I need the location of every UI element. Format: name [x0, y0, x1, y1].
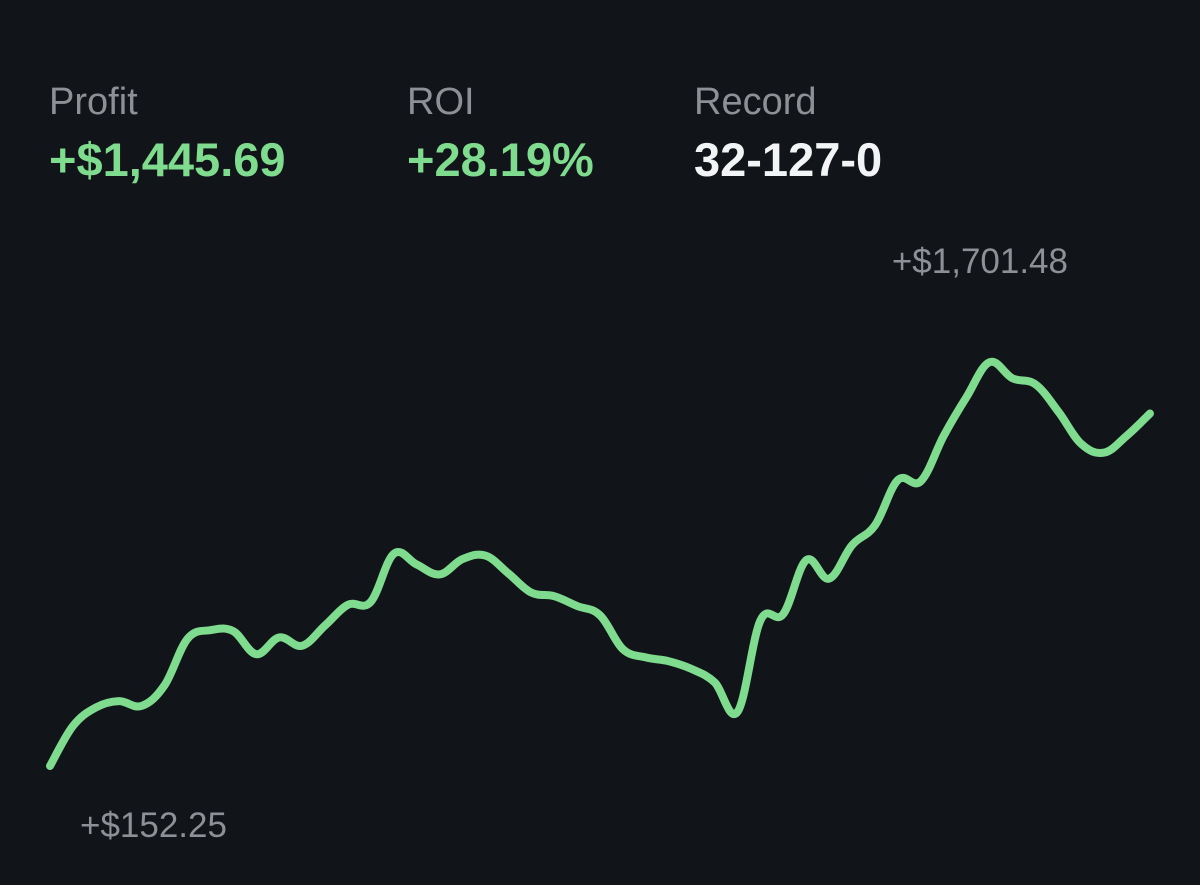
- data-point-23: [573, 602, 581, 610]
- profit-line: [46, 357, 1154, 770]
- data-point-4: [138, 702, 146, 710]
- data-point-32: [779, 610, 787, 618]
- data-point-16: [413, 561, 421, 569]
- roi-stat: ROI +28.19%: [407, 80, 594, 186]
- data-point-22: [550, 592, 558, 600]
- data-point-11: [298, 642, 306, 650]
- data-point-20: [504, 569, 512, 577]
- data-point-24: [596, 611, 604, 619]
- data-point-45: [1077, 440, 1085, 448]
- data-point-44: [1054, 408, 1062, 416]
- data-point-43: [1031, 380, 1039, 388]
- data-points: [46, 358, 1154, 770]
- data-point-40: [963, 393, 971, 401]
- data-point-13: [344, 601, 352, 609]
- data-point-12: [321, 622, 329, 630]
- data-point-3: [115, 697, 123, 705]
- data-point-27: [665, 657, 673, 665]
- data-point-9: [252, 650, 260, 658]
- record-label: Record: [694, 81, 817, 123]
- data-point-8: [229, 627, 237, 635]
- data-point-34: [825, 575, 833, 583]
- data-point-28: [688, 665, 696, 673]
- data-point-21: [527, 589, 535, 597]
- data-point-36: [871, 521, 879, 529]
- data-point-26: [642, 653, 650, 661]
- data-point-19: [481, 552, 489, 560]
- data-point-1: [69, 722, 77, 730]
- data-point-41: [986, 358, 994, 366]
- data-point-42: [1009, 374, 1017, 382]
- data-point-48: [1146, 410, 1154, 418]
- data-point-7: [206, 626, 214, 634]
- data-point-31: [756, 617, 764, 625]
- roi-value: +28.19%: [407, 133, 594, 186]
- record-value: 32-127-0: [694, 133, 883, 186]
- data-point-2: [92, 704, 100, 712]
- data-point-18: [459, 555, 467, 563]
- min-value-label: +$152.25: [80, 806, 227, 845]
- profit-label: Profit: [49, 81, 138, 123]
- data-point-46: [1100, 449, 1108, 457]
- profit-value: +$1,445.69: [49, 133, 286, 186]
- data-point-30: [734, 708, 742, 716]
- data-point-39: [940, 432, 948, 440]
- data-point-33: [802, 556, 810, 564]
- data-point-15: [390, 550, 398, 558]
- roi-label: ROI: [407, 81, 475, 123]
- data-point-17: [436, 570, 444, 578]
- data-point-29: [711, 678, 719, 686]
- data-point-14: [367, 598, 375, 606]
- record-stat: Record 32-127-0: [694, 80, 882, 186]
- data-point-37: [894, 476, 902, 484]
- data-point-25: [619, 645, 627, 653]
- max-value-label: +$1,701.48: [892, 242, 1068, 281]
- data-point-6: [184, 635, 192, 643]
- data-point-47: [1123, 431, 1131, 439]
- stats-row: Profit +$1,445.69 ROI +28.19% Record 32-…: [49, 80, 1149, 190]
- data-point-35: [848, 541, 856, 549]
- data-point-0: [46, 762, 54, 770]
- data-point-38: [917, 477, 925, 485]
- data-point-5: [161, 681, 169, 689]
- profit-stat: Profit +$1,445.69: [49, 80, 286, 186]
- data-point-10: [275, 633, 283, 641]
